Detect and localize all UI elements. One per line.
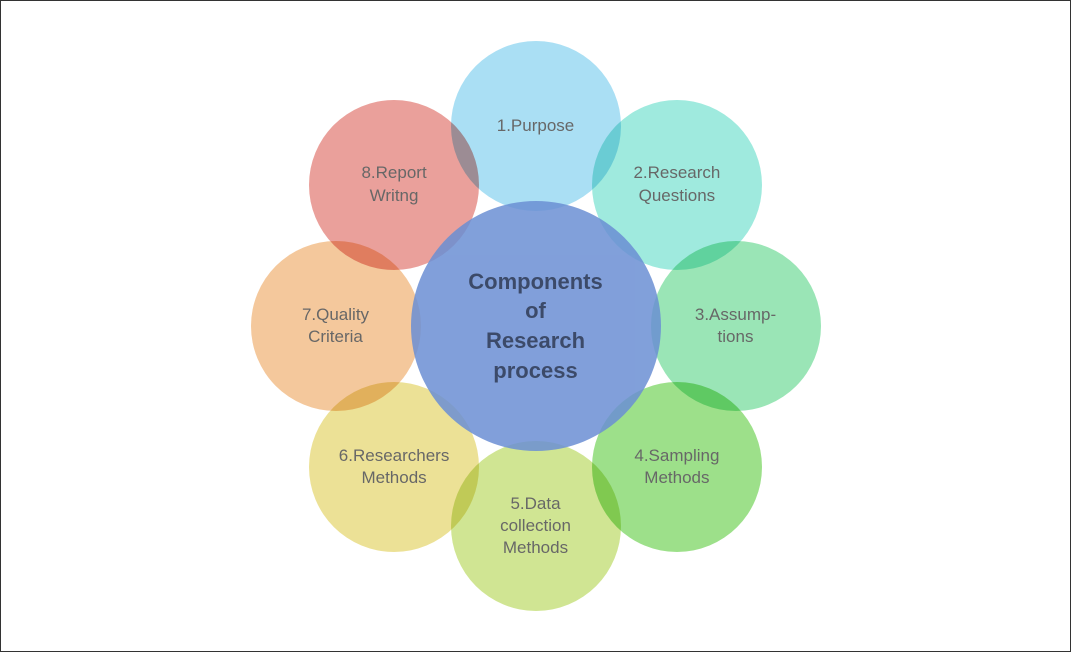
outer-node-label: 7.Quality Criteria bbox=[292, 304, 379, 348]
outer-node-label: 3.Assump- tions bbox=[685, 304, 786, 348]
outer-node-label: 4.Sampling Methods bbox=[624, 445, 729, 489]
radial-diagram: 1.Purpose 2.Research Questions 3.Assump- t… bbox=[236, 26, 836, 626]
outer-node-label: 1.Purpose bbox=[487, 115, 585, 137]
center-node: Components of Research process bbox=[411, 201, 661, 451]
outer-node-label: 8.Report Writng bbox=[351, 162, 436, 206]
diagram-frame: 1.Purpose 2.Research Questions 3.Assump- t… bbox=[0, 0, 1071, 652]
outer-node-label: 2.Research Questions bbox=[623, 162, 730, 206]
center-label: Components of Research process bbox=[468, 267, 602, 386]
outer-node-label: 6.Researchers Methods bbox=[329, 445, 460, 489]
outer-node-label: 5.Data collection Methods bbox=[490, 493, 581, 559]
